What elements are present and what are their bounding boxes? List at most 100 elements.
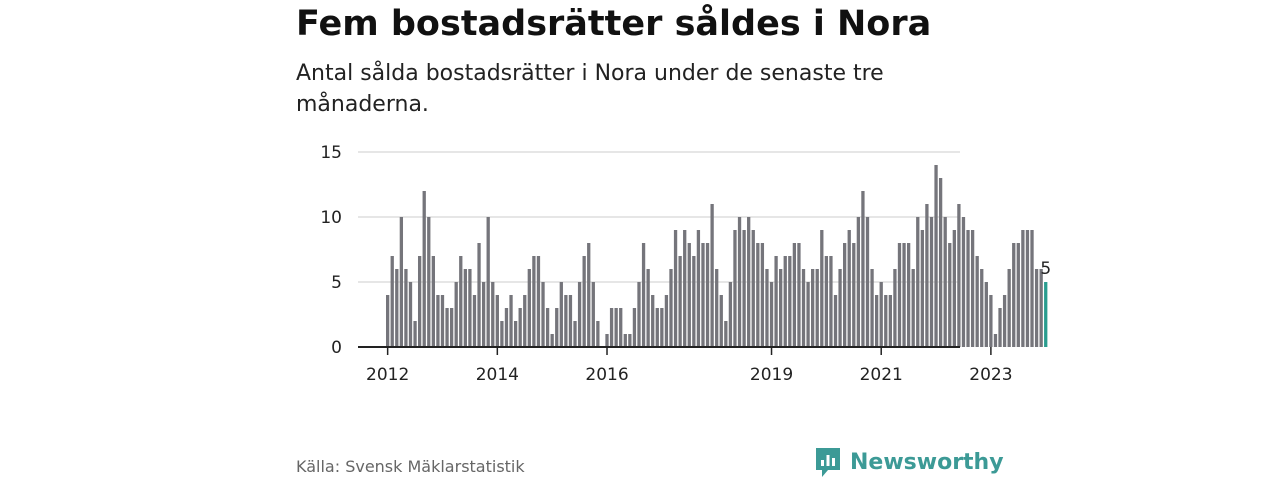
y-tick-label: 15 — [320, 143, 342, 163]
bar — [724, 321, 728, 347]
x-tick-label: 2014 — [476, 365, 519, 385]
bars — [386, 165, 1048, 347]
bar — [1007, 269, 1011, 347]
bar — [678, 256, 682, 347]
bar — [865, 217, 870, 347]
y-tick-label: 0 — [331, 338, 342, 358]
bar — [495, 295, 499, 347]
bar — [577, 282, 582, 347]
x-tick-label: 2023 — [969, 365, 1012, 385]
bar — [408, 282, 413, 347]
bar — [477, 243, 481, 347]
bar — [792, 243, 797, 347]
bar — [628, 334, 632, 347]
bar — [719, 295, 723, 347]
bar — [902, 243, 906, 347]
bar — [929, 217, 934, 347]
bar — [445, 308, 449, 347]
bar — [555, 308, 559, 347]
bar — [664, 295, 669, 347]
bar — [893, 269, 897, 347]
bar — [943, 217, 947, 347]
bar — [459, 256, 463, 347]
bar — [390, 256, 394, 347]
bar — [632, 308, 637, 347]
bar — [774, 256, 778, 347]
bar — [820, 230, 824, 347]
bar — [463, 269, 467, 347]
bar — [596, 321, 600, 347]
bar — [614, 308, 618, 347]
bar — [532, 256, 536, 347]
annotations: 5 — [1040, 259, 1051, 279]
bar — [454, 282, 458, 347]
bar — [646, 269, 650, 347]
bar — [491, 282, 495, 347]
bar — [696, 230, 701, 347]
bar — [386, 295, 390, 347]
bar — [545, 308, 550, 347]
bar — [413, 321, 417, 347]
bar — [573, 321, 577, 347]
x-tick-label: 2021 — [860, 365, 903, 385]
bar — [916, 217, 920, 347]
bar — [788, 256, 792, 347]
bar — [747, 217, 751, 347]
bar — [527, 269, 531, 347]
bar — [591, 282, 595, 347]
bar — [783, 256, 787, 347]
bar — [797, 243, 801, 347]
bar — [1016, 243, 1020, 347]
bar — [879, 282, 883, 347]
bar — [541, 282, 545, 347]
bar — [509, 295, 513, 347]
bar — [637, 282, 641, 347]
bar — [468, 269, 472, 347]
bar — [513, 321, 518, 347]
bar — [536, 256, 541, 347]
bar — [1034, 269, 1039, 347]
bar — [431, 256, 435, 347]
bar — [481, 282, 486, 347]
bar — [692, 256, 696, 347]
source-text: Källa: Svensk Mäklarstatistik — [296, 457, 525, 476]
bar — [715, 269, 719, 347]
bar — [609, 308, 614, 347]
bar — [824, 256, 829, 347]
bar — [728, 282, 733, 347]
newsworthy-logo: Newsworthy — [814, 446, 1004, 478]
bar — [801, 269, 806, 347]
bar — [564, 295, 568, 347]
newsworthy-logo-icon — [816, 448, 840, 477]
bar — [897, 243, 902, 347]
bar — [422, 191, 426, 347]
bar — [623, 334, 627, 347]
bar — [966, 230, 970, 347]
bar — [998, 308, 1002, 347]
bar — [838, 269, 842, 347]
bar — [504, 308, 509, 347]
bar — [961, 217, 966, 347]
bar — [605, 334, 609, 347]
bar — [779, 269, 783, 347]
bar — [888, 295, 892, 347]
bar — [751, 230, 755, 347]
chart-subtitle: Antal sålda bostadsrätter i Nora under d… — [296, 61, 884, 117]
bar — [852, 243, 856, 347]
x-axis: 2012 2014 2016 2019 2021 2023 — [358, 346, 1013, 385]
bar — [756, 243, 760, 347]
bar — [952, 230, 956, 347]
bar — [1021, 230, 1025, 347]
bar — [568, 295, 573, 347]
bar — [906, 243, 911, 347]
bar — [1002, 295, 1007, 347]
bar — [701, 243, 705, 347]
bar — [673, 230, 678, 347]
bar — [934, 165, 938, 347]
bar — [523, 295, 527, 347]
bar — [856, 217, 861, 347]
bar — [806, 282, 810, 347]
x-tick-label: 2019 — [750, 365, 793, 385]
bar — [815, 269, 819, 347]
bar — [765, 269, 769, 347]
